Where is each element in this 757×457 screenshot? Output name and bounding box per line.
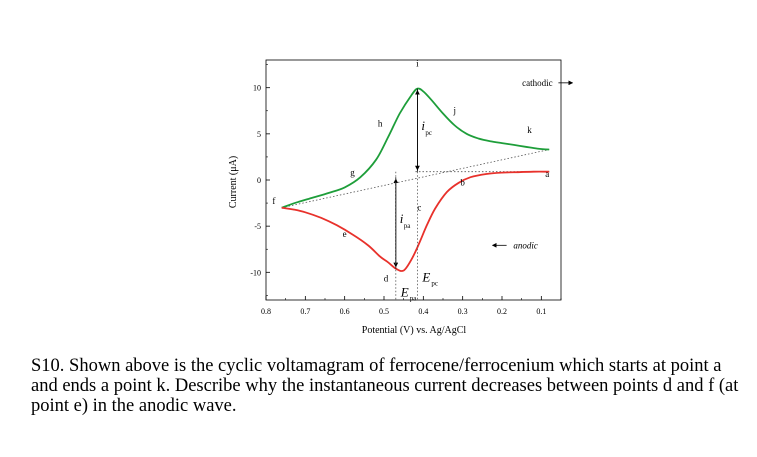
i-pc-sub: pc — [425, 129, 432, 137]
point-label-h: h — [378, 118, 383, 128]
e-pc-sub: pc — [431, 280, 438, 288]
x-axis-label: Potential (V) vs. Ag/AgCl — [362, 325, 467, 336]
point-label-c: c — [417, 202, 421, 212]
point-label-e: e — [343, 229, 347, 239]
question-text: S10. Shown above is the cyclic voltamagr… — [31, 356, 739, 416]
i-pa-sub: pa — [404, 222, 412, 230]
y-axis-label: Current (μA) — [228, 156, 239, 208]
point-label-f: f — [272, 196, 275, 206]
y-tick-label: -5 — [254, 222, 261, 231]
plot-frame — [265, 59, 562, 301]
x-tick-label: 0.5 — [379, 307, 389, 316]
point-label-i: i — [416, 58, 419, 68]
point-label-d: d — [384, 274, 389, 284]
y-tick-label: 5 — [257, 130, 261, 139]
x-tick-label: 0.6 — [340, 307, 350, 316]
e-pc-label: E — [421, 270, 430, 285]
point-label-k: k — [527, 125, 532, 135]
point-label-b: b — [460, 178, 465, 188]
y-tick-label: 0 — [257, 176, 261, 185]
x-tick-label: 0.1 — [536, 307, 546, 316]
point-label-a: a — [545, 169, 549, 179]
i-pc-label: i — [421, 118, 425, 133]
i-pa-label: i — [400, 211, 404, 226]
x-tick-label: 0.4 — [418, 307, 428, 316]
x-tick-label: 0.2 — [497, 307, 507, 316]
x-tick-label: 0.3 — [458, 307, 468, 316]
x-tick-label: 0.8 — [261, 307, 271, 316]
x-tick-label: 0.7 — [300, 307, 310, 316]
cathodic-label: cathodic — [522, 78, 553, 88]
point-label-j: j — [453, 106, 457, 116]
cyclic-voltammogram-chart: i pci paE pcE pa 0.8 0.7 0.6 0.5 0.4 0.3 0.2 0.1105… — [228, 58, 574, 336]
e-pa-label: E — [400, 284, 409, 299]
baseline-0 — [281, 149, 550, 209]
cathodic-sweep-line — [281, 87, 550, 209]
y-tick-label: 10 — [253, 84, 261, 93]
point-label-g: g — [350, 167, 355, 177]
e-pa-sub: pa — [410, 294, 418, 302]
y-tick-label: -10 — [250, 268, 261, 277]
anodic-label: anodic — [513, 240, 538, 250]
anodic-sweep-line — [281, 170, 550, 272]
